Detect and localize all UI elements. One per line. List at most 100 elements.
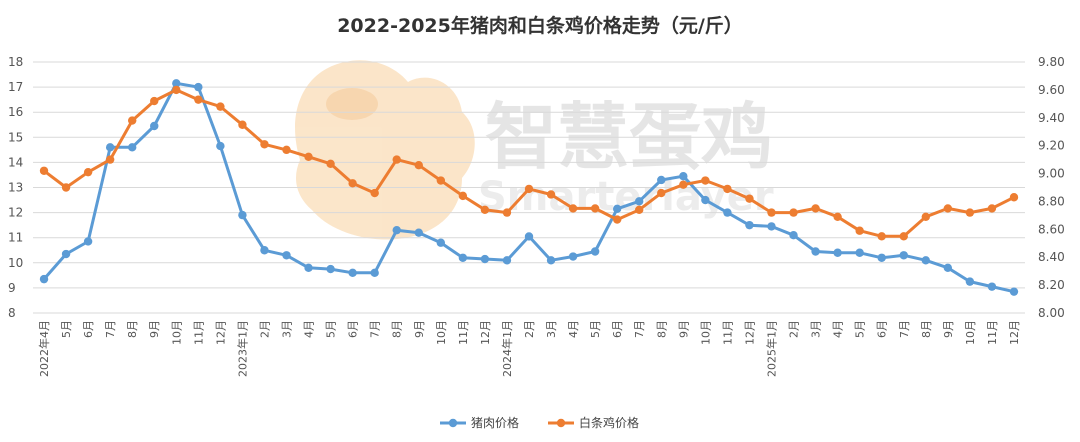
y-right-tick-label: 8.80	[1038, 194, 1065, 208]
y-left-tick-label: 12	[8, 206, 23, 220]
x-tick-label: 12月	[214, 320, 227, 345]
x-tick-label: 7月	[369, 320, 382, 338]
x-tick-label: 6月	[347, 320, 360, 338]
data-point-chicken	[612, 215, 622, 224]
data-point-chicken	[238, 120, 247, 129]
data-point-pork	[150, 121, 159, 131]
data-point-pork	[987, 282, 997, 291]
data-point-chicken	[282, 145, 291, 155]
y-axis-right: 8.00 8.20 8.40 8.60 8.80 9.00 9.20 9.40 9.60 9.80	[1038, 55, 1065, 320]
data-point-chicken	[370, 188, 379, 198]
data-point-pork	[39, 274, 49, 284]
data-point-chicken	[568, 204, 578, 213]
x-tick-label: 10月	[435, 320, 448, 345]
data-point-chicken	[105, 155, 115, 164]
x-tick-label: 10月	[964, 320, 977, 345]
data-point-pork	[635, 197, 644, 206]
data-point-pork	[767, 222, 776, 231]
data-point-pork	[83, 237, 93, 246]
y-left-tick-label: 18	[8, 55, 23, 69]
data-point-chicken	[745, 194, 754, 203]
data-point-pork	[436, 238, 446, 247]
x-tick-label: 12月	[479, 320, 492, 345]
x-tick-label: 3月	[545, 320, 558, 338]
y-right-tick-label: 8.60	[1038, 222, 1065, 236]
data-point-chicken	[943, 204, 953, 213]
y-left-tick-label: 9	[8, 281, 16, 295]
x-tick-label: 9月	[148, 320, 161, 338]
data-point-chicken	[767, 208, 776, 217]
x-tick-label: 9月	[413, 320, 426, 338]
data-point-chicken	[39, 166, 49, 175]
data-point-chicken	[789, 208, 798, 217]
data-point-chicken	[524, 184, 534, 194]
data-point-chicken	[414, 160, 423, 170]
x-tick-label: 11月	[721, 320, 734, 345]
data-point-pork	[789, 230, 798, 240]
data-point-chicken	[150, 96, 159, 106]
y-axis-left: 8 9 10 11 12 13 14 15 16 17 18	[8, 55, 23, 320]
x-axis: 2022年4月 5月 6月 7月 8月 9月 10月 11月 12月 2023年1月 2月 3月 4月 5…	[37, 320, 1021, 377]
x-tick-label: 5月	[854, 320, 867, 338]
x-tick-label: 5月	[60, 320, 73, 338]
data-point-pork	[524, 232, 534, 241]
data-point-chicken	[635, 205, 644, 215]
x-tick-label: 7月	[104, 320, 117, 338]
chart-title: 2022-2025年猪肉和白条鸡价格走势（元/斤）	[337, 14, 743, 37]
data-point-chicken	[987, 204, 997, 213]
x-tick-label: 4月	[832, 320, 845, 338]
x-tick-label: 9月	[677, 320, 690, 338]
data-point-pork	[899, 251, 908, 260]
y-right-tick-label: 9.60	[1038, 83, 1065, 97]
data-point-pork	[679, 172, 688, 181]
data-point-pork	[502, 256, 512, 265]
y-left-tick-label: 10	[8, 256, 23, 270]
data-point-chicken	[348, 179, 357, 188]
data-point-chicken	[877, 232, 886, 241]
watermark: 智慧蛋鸡 Smarterlayer	[295, 60, 774, 240]
data-point-pork	[326, 264, 335, 274]
x-tick-label: 4月	[303, 320, 316, 338]
y-left-tick-label: 17	[8, 80, 23, 94]
x-tick-label: 3月	[810, 320, 823, 338]
x-tick-label: 9月	[942, 320, 955, 338]
data-point-pork	[943, 263, 953, 273]
x-tick-label: 4月	[567, 320, 580, 338]
data-point-chicken	[61, 183, 71, 192]
data-point-chicken	[546, 190, 556, 199]
data-point-chicken	[260, 140, 269, 149]
data-point-chicken	[899, 232, 908, 241]
data-point-chicken	[590, 204, 600, 213]
data-point-chicken	[172, 85, 181, 95]
data-point-chicken	[657, 188, 666, 198]
x-tick-label: 11月	[192, 320, 205, 345]
data-point-chicken	[392, 155, 401, 164]
y-right-tick-label: 9.80	[1038, 55, 1065, 69]
y-right-tick-label: 8.40	[1038, 250, 1065, 264]
x-tick-label: 12月	[743, 320, 756, 345]
data-point-pork	[1009, 287, 1019, 296]
data-point-chicken	[436, 176, 446, 185]
data-point-chicken	[83, 167, 93, 177]
data-point-chicken	[128, 116, 137, 125]
data-point-chicken	[304, 152, 313, 162]
y-right-tick-label: 8.20	[1038, 278, 1065, 292]
x-tick-label: 5月	[589, 320, 602, 338]
data-point-pork	[877, 253, 886, 262]
x-tick-label: 2024年1月	[500, 320, 514, 377]
x-tick-label: 6月	[611, 320, 624, 338]
x-tick-label: 8月	[126, 320, 139, 338]
data-point-pork	[282, 251, 291, 260]
data-point-chicken	[811, 204, 820, 213]
y-left-tick-label: 13	[8, 181, 23, 195]
data-point-pork	[458, 253, 468, 262]
data-point-chicken	[216, 102, 225, 111]
data-point-chicken	[965, 208, 975, 217]
data-point-chicken	[921, 212, 930, 221]
x-tick-label: 2025年1月	[764, 320, 778, 377]
data-point-chicken	[326, 159, 335, 168]
x-tick-label: 5月	[325, 320, 338, 338]
data-point-pork	[128, 143, 137, 152]
x-tick-label: 2月	[523, 320, 536, 338]
series-layer	[39, 79, 1019, 296]
